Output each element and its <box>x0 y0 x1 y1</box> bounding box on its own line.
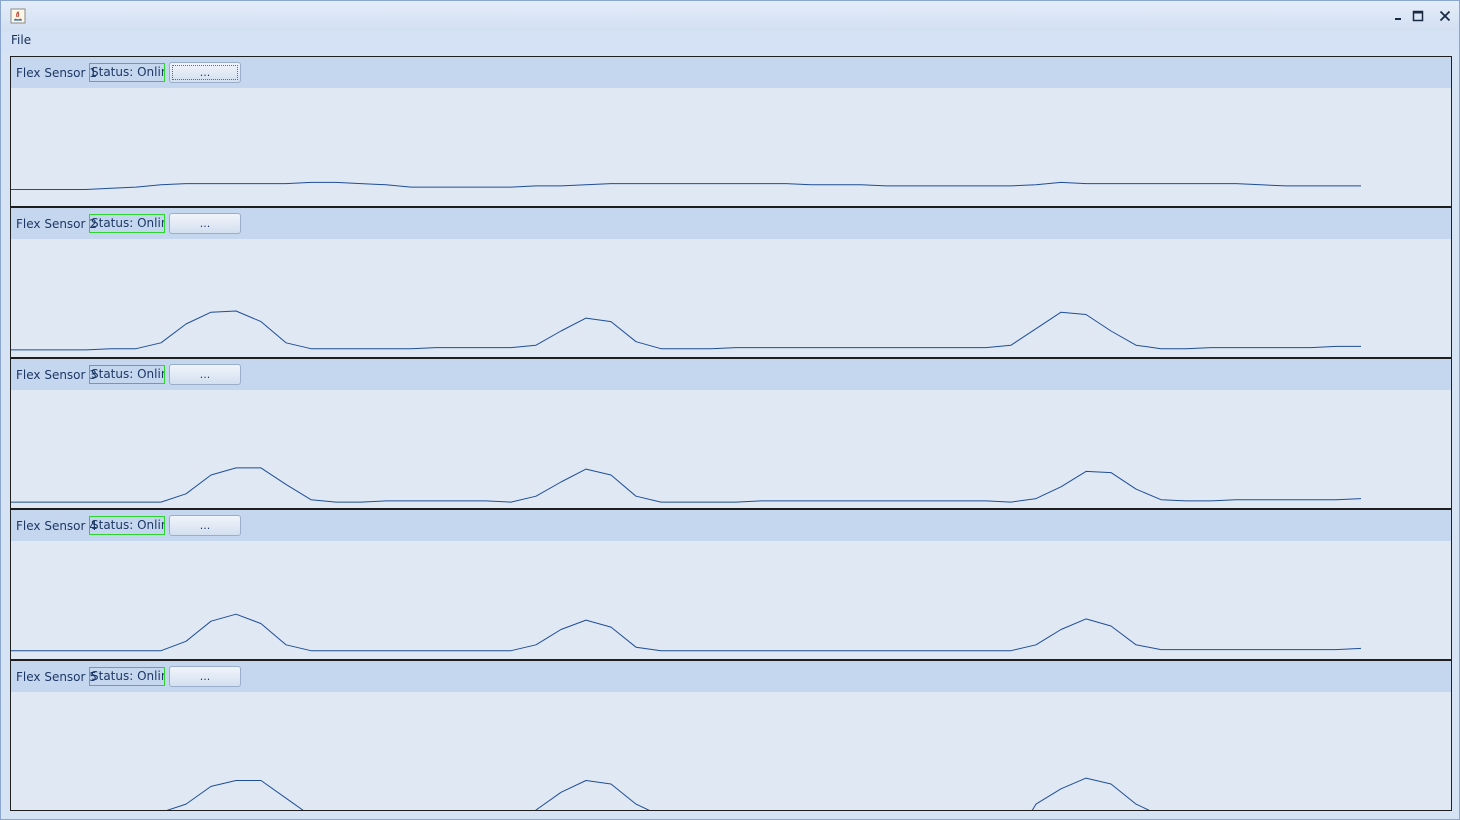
signal-chart <box>11 613 1362 652</box>
menu-bar: File <box>1 31 1459 51</box>
signal-chart <box>11 181 1361 190</box>
sensor-label: Flex Sensor 3 <box>16 368 97 382</box>
signal-line <box>11 181 1361 190</box>
signal-plot <box>11 239 1451 357</box>
signal-line <box>11 310 1361 351</box>
signal-chart <box>166 777 1150 810</box>
sensor-options-button[interactable]: ... <box>169 515 241 536</box>
sensor-label: Flex Sensor 2 <box>16 217 97 231</box>
sensor-options-button[interactable]: ... <box>169 213 241 234</box>
sensor-options-button[interactable]: ... <box>169 364 241 385</box>
signal-chart <box>11 310 1361 351</box>
java-app-icon[interactable] <box>10 8 26 24</box>
signal-line <box>166 777 1150 810</box>
signal-plot <box>11 692 1451 810</box>
status-badge: Status: Online <box>89 667 165 686</box>
signal-plot <box>11 541 1451 659</box>
sensor-label: Flex Sensor 1 <box>16 66 97 80</box>
sensor-options-button[interactable]: ... <box>169 666 241 687</box>
title-bar <box>1 1 1459 31</box>
signal-line <box>11 467 1362 503</box>
signal-plot <box>11 390 1451 508</box>
status-badge: Status: Online <box>89 365 165 384</box>
file-menu[interactable]: File <box>11 33 32 47</box>
status-badge: Status: Online <box>89 516 165 535</box>
status-badge: Status: Online <box>89 214 165 233</box>
sensor-label: Flex Sensor 4 <box>16 519 97 533</box>
minimize-icon[interactable] <box>1388 7 1408 25</box>
signal-chart <box>11 467 1362 503</box>
signal-line <box>11 613 1362 652</box>
sensor-options-button[interactable]: ... <box>169 62 241 83</box>
signal-plot <box>11 88 1451 206</box>
status-badge: Status: Online <box>89 63 165 82</box>
close-icon[interactable] <box>1435 7 1455 25</box>
maximize-icon[interactable] <box>1408 7 1428 25</box>
sensor-label: Flex Sensor 5 <box>16 670 97 684</box>
